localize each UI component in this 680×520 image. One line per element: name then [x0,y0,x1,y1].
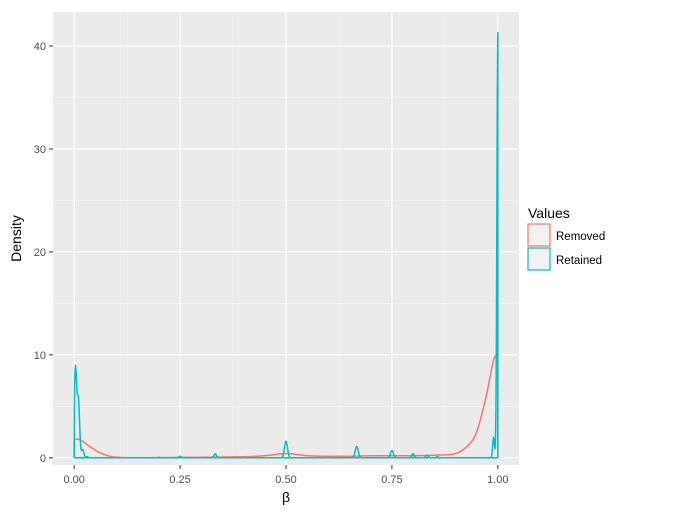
legend-title: Values [528,205,570,221]
y-tick-label: 10 [34,350,46,362]
y-tick-label: 20 [34,247,46,259]
legend: Values Removed Retained [527,205,605,271]
y-tick-label: 40 [34,41,46,53]
legend-key-retained [527,247,551,271]
x-tick-label: 0.25 [169,474,190,486]
y-axis: 0 10 20 30 40 [34,41,53,465]
x-tick-label: 0.50 [275,474,296,486]
legend-key-removed [527,223,551,247]
x-axis-title: β [282,489,290,505]
series-layer [73,31,499,459]
legend-item-retained: Retained [527,247,602,271]
y-tick-label: 30 [34,144,46,156]
y-tick-label: 0 [40,453,46,465]
legend-item-removed: Removed [527,223,605,247]
x-tick-label: 0.00 [63,474,84,486]
x-axis: 0.00 0.25 0.50 0.75 1.00 [63,465,509,486]
series-line-removed [74,352,499,459]
x-tick-label: 1.00 [487,474,508,486]
y-axis-title: Density [8,215,24,262]
x-tick-label: 0.75 [381,474,402,486]
legend-label-retained: Retained [556,255,602,267]
legend-label-removed: Removed [556,231,605,243]
